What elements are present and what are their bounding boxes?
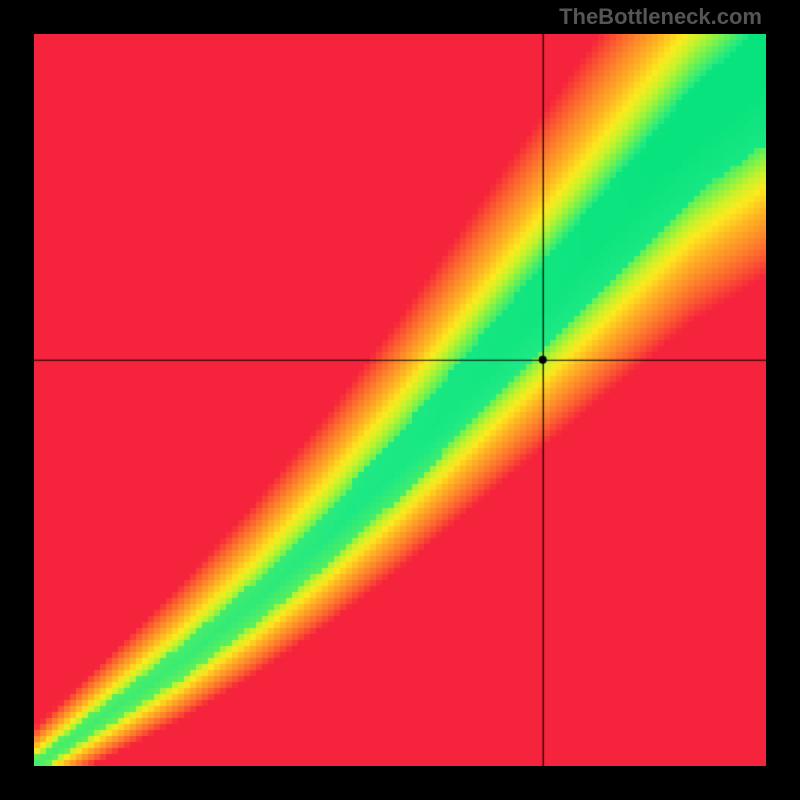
watermark-text: TheBottleneck.com (559, 4, 762, 30)
chart-container: TheBottleneck.com (0, 0, 800, 800)
heatmap-canvas (34, 34, 766, 766)
